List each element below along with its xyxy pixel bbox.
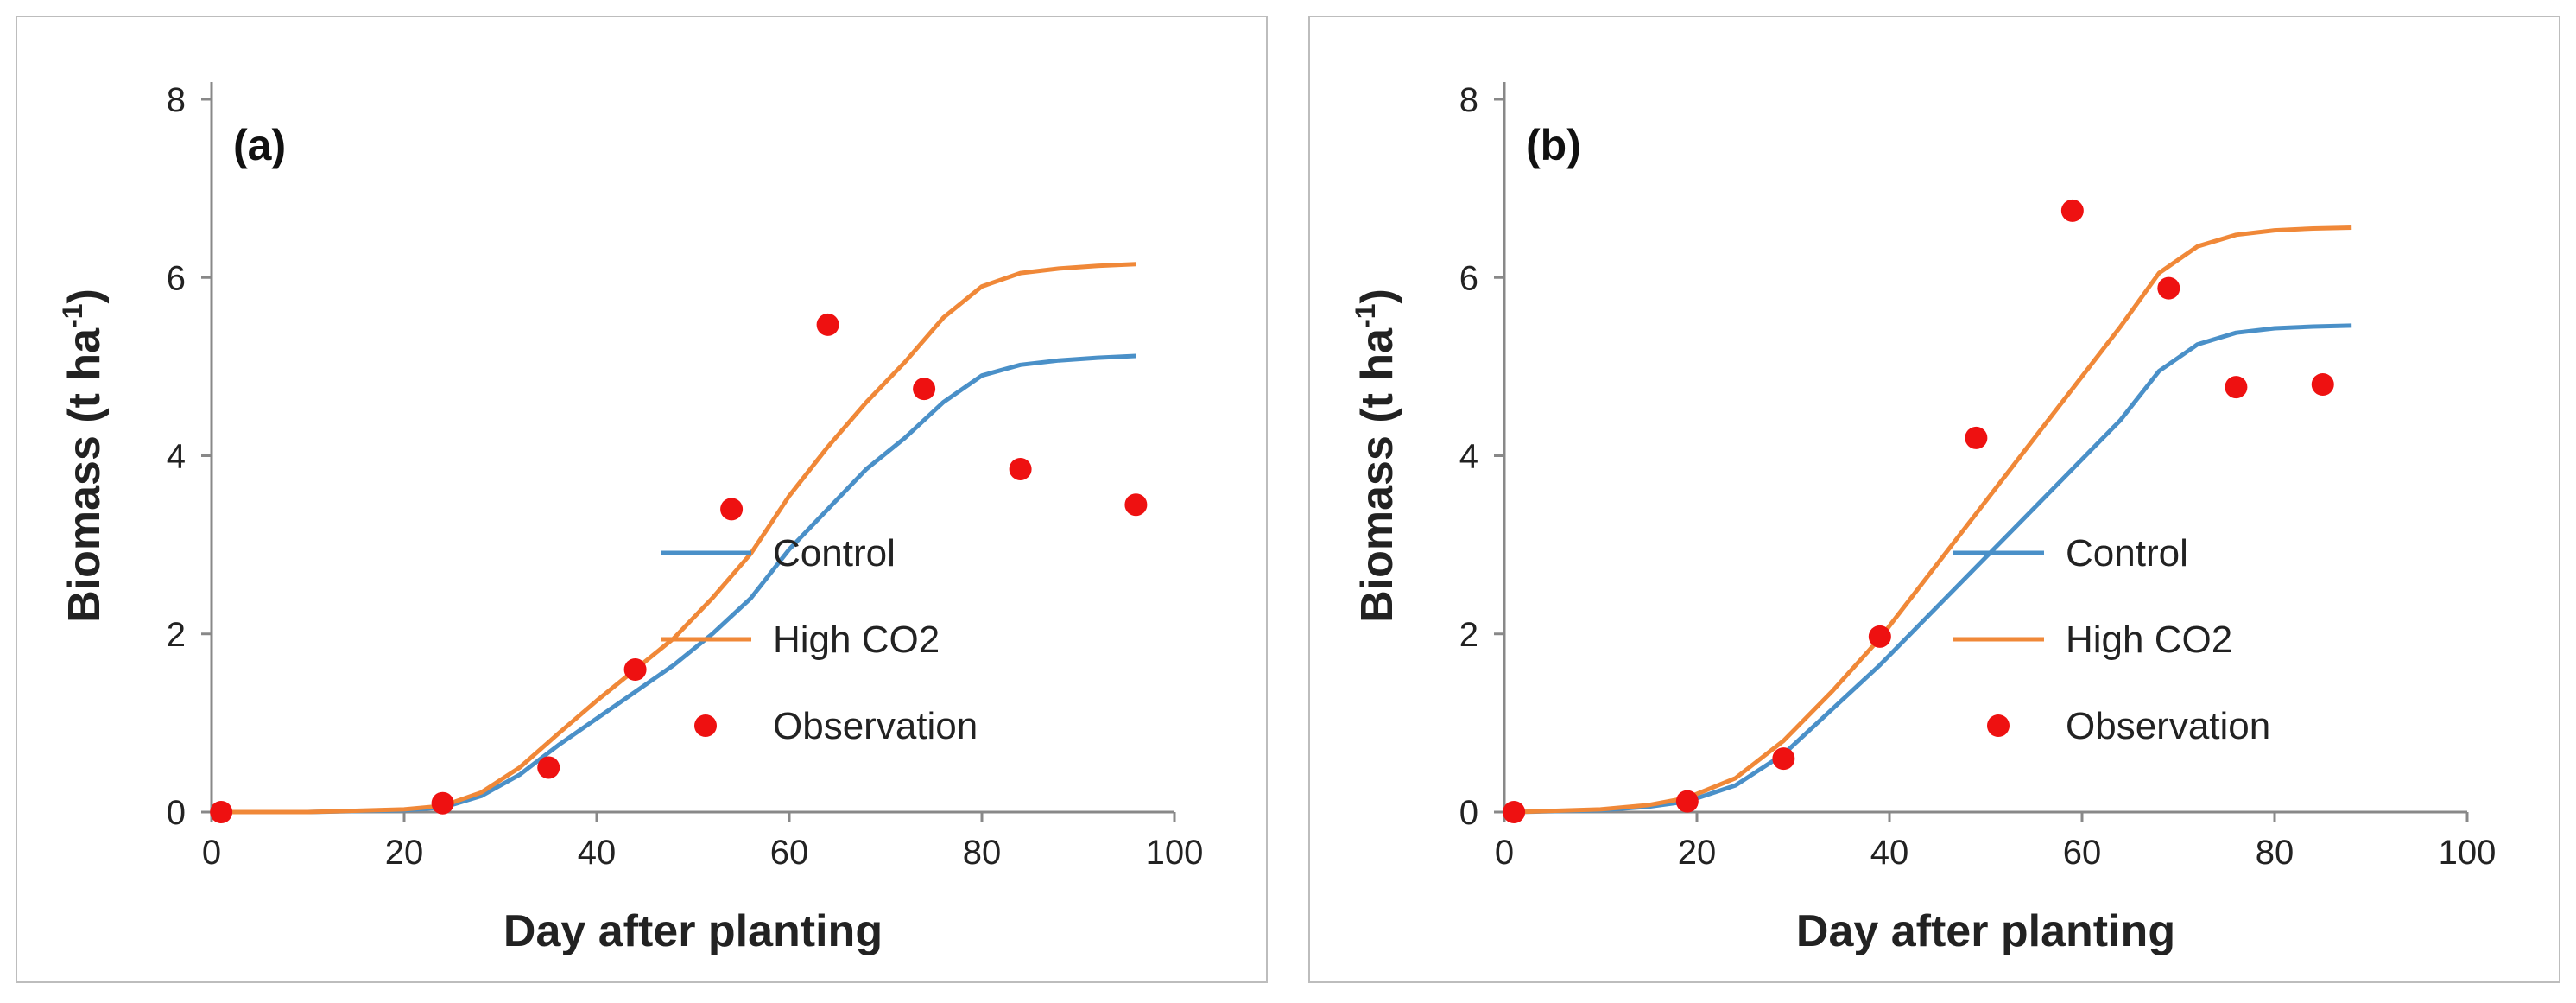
observation-point <box>913 378 936 401</box>
y-axis-label: Biomass (t ha-1) <box>57 289 110 623</box>
observation-point <box>1503 801 1526 823</box>
observation-point <box>2225 376 2248 399</box>
legend-swatch <box>694 714 717 737</box>
y-tick-label: 4 <box>1459 438 1478 476</box>
observation-point <box>1965 426 1988 449</box>
y-axis-label-end: ) <box>1352 289 1402 303</box>
legend-entry: Observation <box>2066 705 2270 747</box>
panel-label: (a) <box>233 121 286 169</box>
observation-point <box>1772 747 1795 771</box>
observation-point <box>623 658 647 681</box>
panel-label: (b) <box>1526 121 1581 169</box>
x-tick-label: 80 <box>963 834 1002 872</box>
x-axis-label: Day after planting <box>503 906 883 956</box>
observation-point <box>537 756 560 779</box>
x-tick-label: 60 <box>770 834 809 872</box>
y-axis-label-main: Biomass (t ha <box>1352 327 1402 623</box>
y-axis-label-main: Biomass (t ha <box>60 327 110 623</box>
chart-panel-b: 0 20 40 60 80 100 0 2 4 6 8 Day after planting Bioma… <box>1308 16 2560 983</box>
legend-entry: High CO2 <box>773 619 940 661</box>
y-tick-label: 4 <box>167 438 186 476</box>
y-tick-label: 0 <box>1459 794 1478 832</box>
observation-point <box>2157 276 2180 300</box>
y-tick-label: 8 <box>167 81 186 119</box>
observation-point <box>431 791 454 815</box>
observation-point <box>1868 625 1891 648</box>
y-tick-label: 6 <box>1459 259 1478 297</box>
legend-entry: Observation <box>773 705 978 747</box>
legend-entry: Control <box>2066 532 2188 575</box>
observation-point <box>1009 457 1032 480</box>
legend-entry: High CO2 <box>2066 619 2232 661</box>
chart-a-svg: 0 20 40 60 80 100 0 2 4 6 8 Day after planting Bioma… <box>57 81 1204 956</box>
y-axis-label: Biomass (t ha-1) <box>1350 289 1402 623</box>
x-tick-label: 100 <box>2439 834 2497 872</box>
y-tick-label: 2 <box>167 616 186 654</box>
series-line-high-co2 <box>221 262 1136 815</box>
observation-point <box>210 801 233 823</box>
legend-swatch <box>1987 714 2010 737</box>
y-axis-label-end: ) <box>60 289 110 303</box>
x-tick-label: 80 <box>2256 834 2294 872</box>
x-tick-label: 40 <box>578 834 617 872</box>
x-tick-label: 100 <box>1146 834 1204 872</box>
chart-panel-a: 0 20 40 60 80 100 0 2 4 6 8 Day after planting Bioma… <box>16 16 1268 983</box>
x-tick-label: 60 <box>2063 834 2102 872</box>
observation-point <box>1124 493 1148 517</box>
x-tick-label: 40 <box>1870 834 1909 872</box>
x-tick-label: 20 <box>1678 834 1717 872</box>
observation-point <box>2060 199 2084 222</box>
x-tick-label: 20 <box>385 834 424 872</box>
series-line-control <box>221 353 1136 815</box>
chart-b-svg: 0 20 40 60 80 100 0 2 4 6 8 Day after planting Bioma… <box>1350 81 2497 956</box>
x-axis-label: Day after planting <box>1796 906 2175 956</box>
observation-point <box>816 313 839 336</box>
y-tick-label: 6 <box>167 259 186 297</box>
y-tick-label: 2 <box>1459 616 1478 654</box>
y-axis-label-superscript: -1 <box>57 303 88 327</box>
observation-point <box>1675 790 1699 813</box>
legend-entry: Control <box>773 532 896 575</box>
observation-point <box>720 498 744 521</box>
observation-point <box>2311 373 2334 396</box>
y-axis-label-superscript: -1 <box>1350 303 1381 327</box>
x-tick-label: 0 <box>202 834 221 872</box>
x-tick-label: 0 <box>1495 834 1514 872</box>
y-tick-label: 0 <box>167 794 186 832</box>
y-tick-label: 8 <box>1459 81 1478 119</box>
